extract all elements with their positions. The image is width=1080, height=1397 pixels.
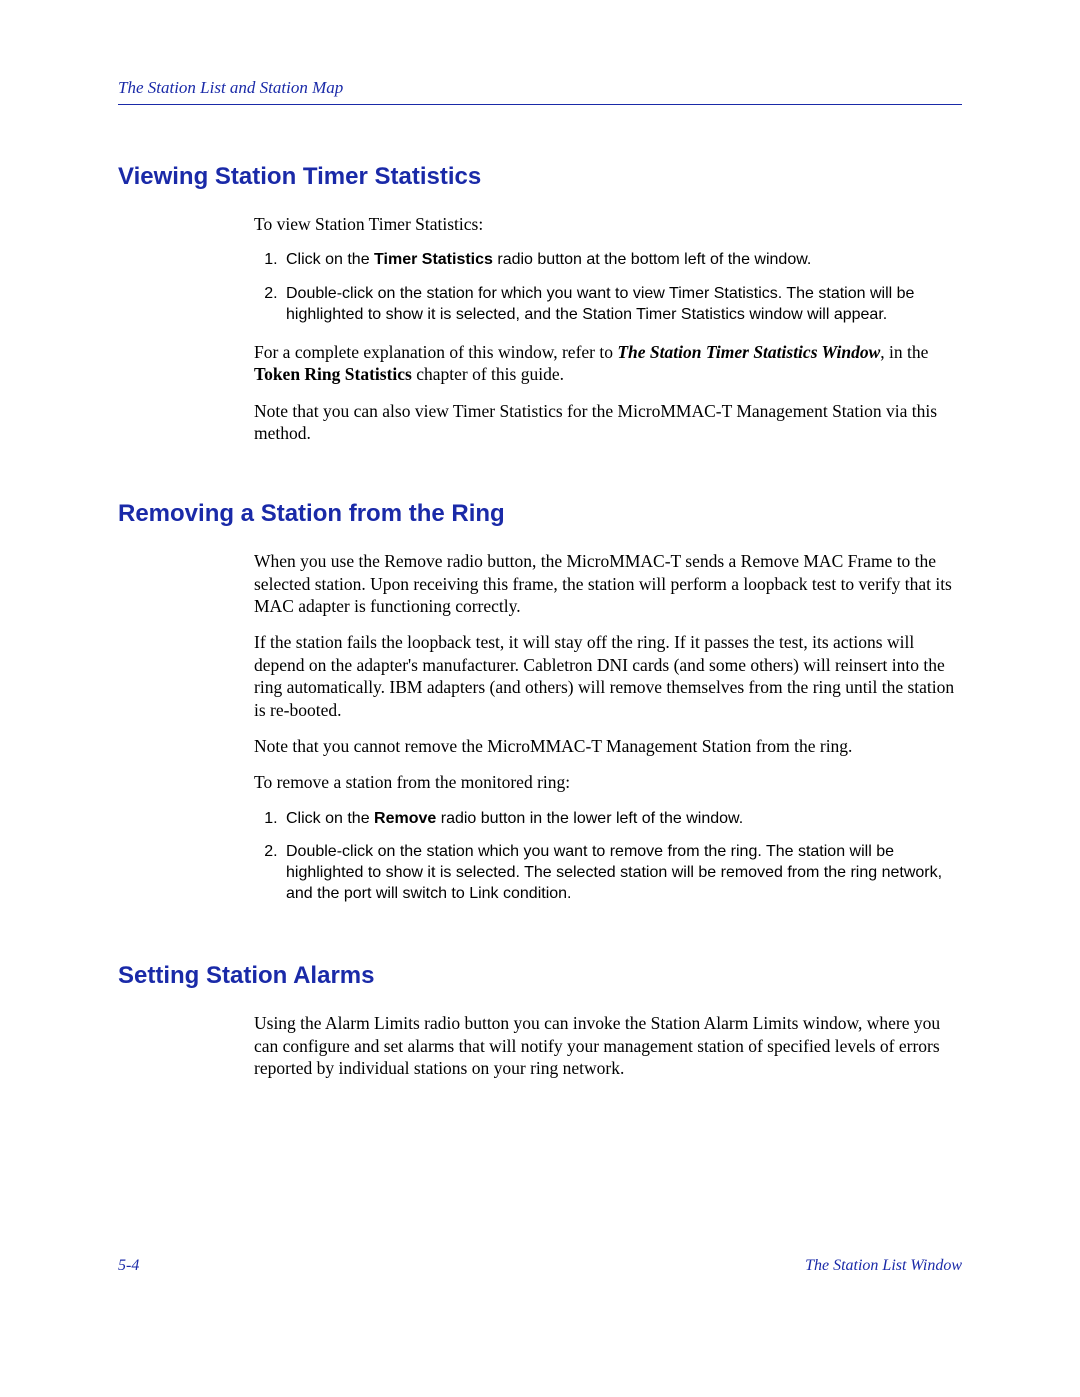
step-text-bold: Timer Statistics (374, 251, 493, 268)
heading-setting-alarms: Setting Station Alarms (118, 962, 962, 990)
heading-viewing-timer-stats: Viewing Station Timer Statistics (118, 163, 962, 191)
step-text-pre: Click on the (286, 810, 374, 827)
para-pre: For a complete explanation of this windo… (254, 342, 617, 362)
section-1-body: To view Station Timer Statistics: Click … (254, 213, 962, 444)
footer-page-number: 5-4 (118, 1257, 139, 1275)
body-paragraph: When you use the Remove radio button, th… (254, 550, 962, 617)
step-text-bold: Remove (374, 810, 436, 827)
section-3-body: Using the Alarm Limits radio button you … (254, 1012, 962, 1079)
running-head: The Station List and Station Map (118, 78, 962, 105)
page-footer: 5-4 The Station List Window (118, 1257, 962, 1275)
step-item: Click on the Timer Statistics radio butt… (282, 249, 962, 270)
footer-section-title: The Station List Window (805, 1257, 962, 1275)
step-item: Double-click on the station which you wa… (282, 841, 962, 904)
step-text: Double-click on the station for which yo… (286, 285, 914, 323)
step-text-pre: Click on the (286, 251, 374, 268)
body-paragraph: Note that you can also view Timer Statis… (254, 400, 962, 445)
body-paragraph: Note that you cannot remove the MicroMMA… (254, 735, 962, 757)
step-item: Double-click on the station for which yo… (282, 283, 962, 325)
body-paragraph: If the station fails the loopback test, … (254, 631, 962, 721)
step-text-post: radio button at the bottom left of the w… (493, 251, 811, 268)
heading-removing-station: Removing a Station from the Ring (118, 500, 962, 528)
body-paragraph: For a complete explanation of this windo… (254, 341, 962, 386)
section-2-body: When you use the Remove radio button, th… (254, 550, 962, 904)
intro-text: To view Station Timer Statistics: (254, 213, 962, 235)
step-text: Double-click on the station which you wa… (286, 843, 942, 902)
body-paragraph: To remove a station from the monitored r… (254, 771, 962, 793)
para-bold: Token Ring Statistics (254, 364, 412, 384)
step-item: Click on the Remove radio button in the … (282, 808, 962, 829)
para-mid: , in the (880, 342, 928, 362)
steps-list-2: Click on the Remove radio button in the … (254, 808, 962, 904)
page: The Station List and Station Map Viewing… (0, 0, 1080, 1397)
body-paragraph: Using the Alarm Limits radio button you … (254, 1012, 962, 1079)
step-text-post: radio button in the lower left of the wi… (436, 810, 743, 827)
para-post: chapter of this guide. (412, 364, 564, 384)
para-italic-bold: The Station Timer Statistics Window (617, 342, 880, 362)
steps-list-1: Click on the Timer Statistics radio butt… (254, 249, 962, 324)
